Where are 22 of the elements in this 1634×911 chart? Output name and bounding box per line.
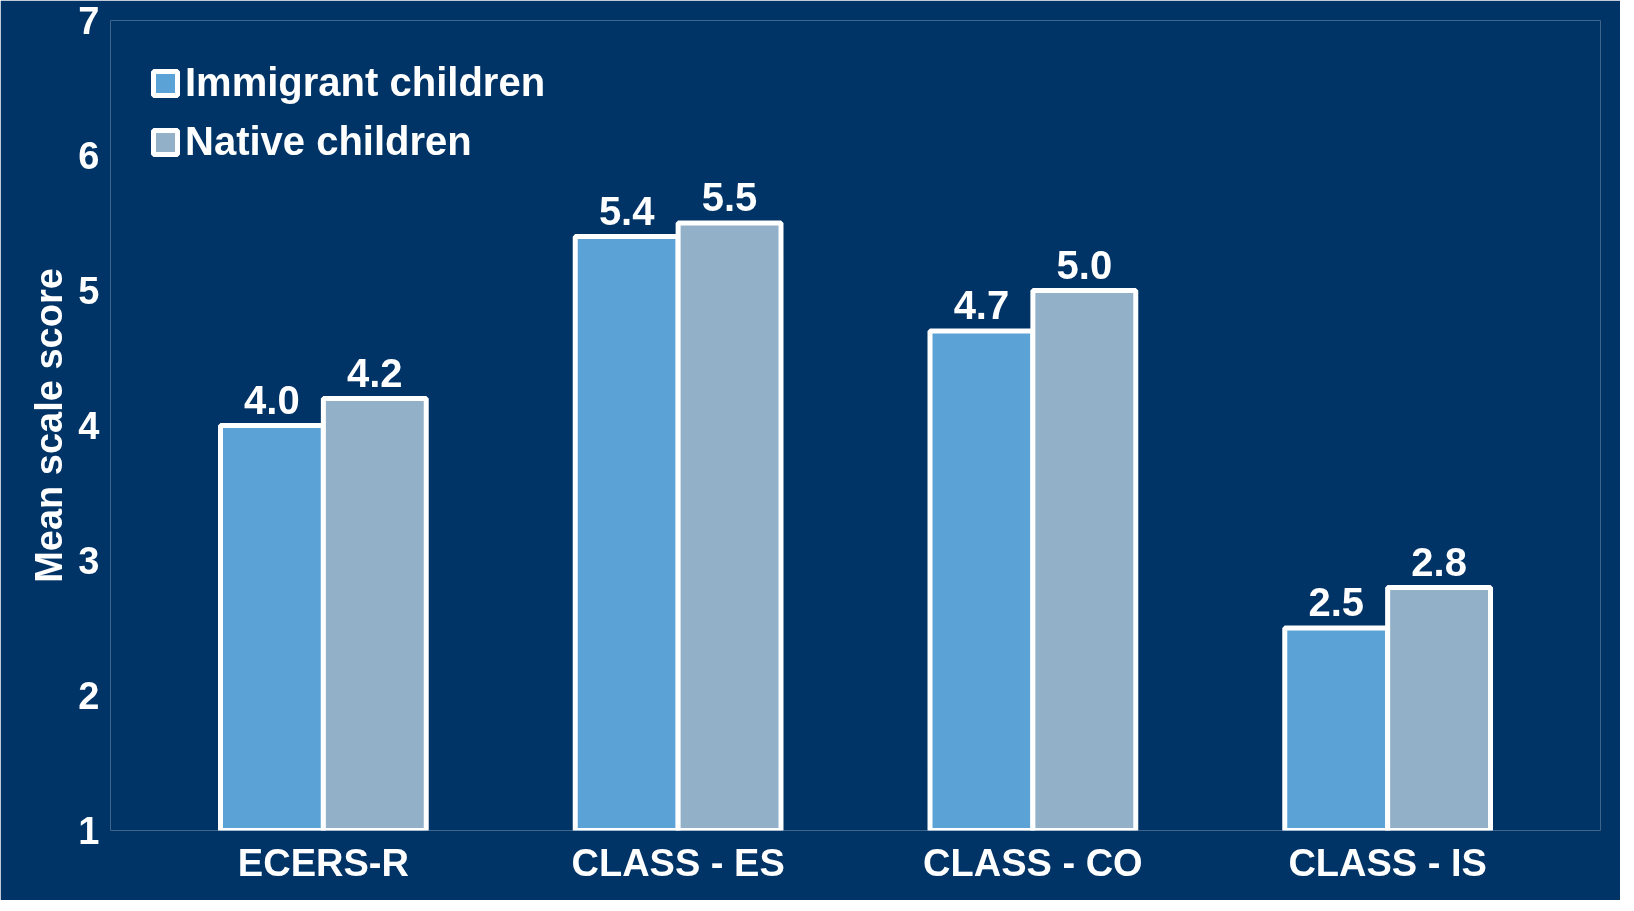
data-label: 4.7	[953, 283, 1010, 327]
x-tick-label: ECERS-R	[237, 841, 409, 884]
x-tick-label: CLASS - IS	[1288, 841, 1487, 884]
x-tick-label: CLASS - ES	[571, 841, 785, 884]
y-tick-label: 6	[78, 135, 100, 177]
y-tick-label: 4	[78, 405, 100, 447]
y-tick-label: 5	[78, 270, 100, 312]
data-label: 4.2	[346, 350, 403, 395]
y-tick-label: 1	[78, 810, 100, 852]
data-label: 5.0	[1056, 242, 1113, 287]
y-tick-label: 7	[78, 0, 100, 42]
data-label: 4.0	[244, 377, 300, 422]
data-label: 2.8	[1411, 539, 1467, 584]
data-label: 5.5	[701, 175, 758, 219]
legend-label: Immigrant children	[185, 60, 546, 105]
legend-label: Native children	[185, 119, 472, 164]
y-tick-label: 3	[78, 540, 100, 582]
data-label: 5.4	[598, 188, 656, 233]
x-tick-label: CLASS - CO	[923, 841, 1143, 884]
y-axis-title: Mean scale score	[28, 268, 71, 583]
y-tick-label: 2	[78, 675, 100, 717]
data-label: 2.5	[1308, 580, 1365, 624]
